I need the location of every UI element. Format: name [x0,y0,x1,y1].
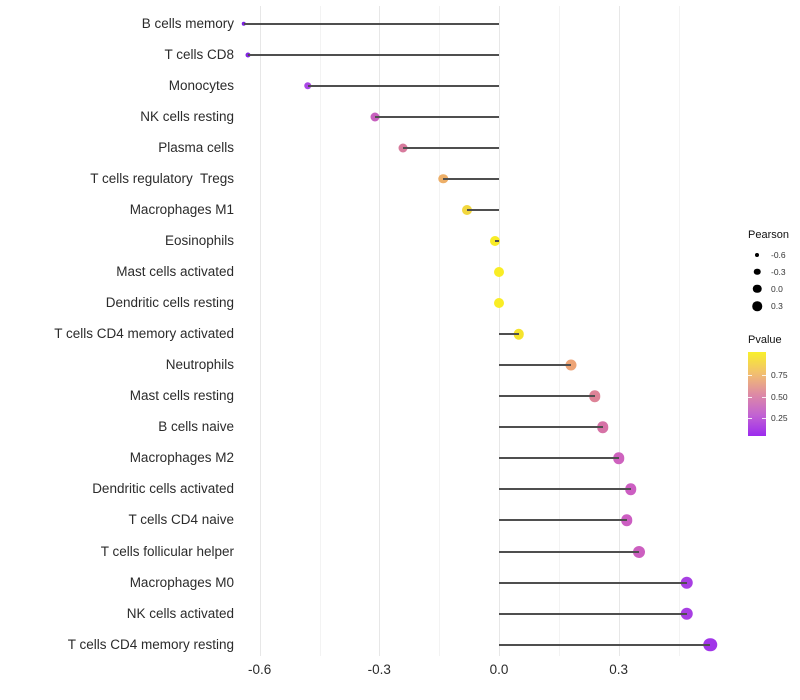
lollipop-stem [499,364,571,367]
gridline-major [379,6,381,656]
size-legend-label: -0.6 [771,249,786,260]
lollipop-stem [499,519,627,522]
colorbar-tick [762,375,766,376]
lollipop-dot [494,267,504,277]
lollipop-stem [243,22,499,25]
lollipop-stem [495,239,499,242]
category-label: NK cells activated [126,605,234,621]
category-label: T cells CD8 [164,46,234,62]
pvalue-tick-label: 0.50 [771,391,788,402]
colorbar-tick [748,418,752,419]
x-tick-label: -0.6 [248,662,272,677]
colorbar-tick [762,396,766,398]
lollipop-dot [624,483,637,496]
colorbar-tick [748,375,752,376]
category-label: Dendritic cells resting [105,295,234,311]
lollipop-stem [499,488,631,491]
category-label: Plasma cells [158,139,234,155]
category-label: Neutrophils [165,357,234,373]
colorbar-tick [748,396,752,398]
gridline-minor [678,6,680,656]
gridline-minor [558,6,560,656]
pvalue-colorbar [748,352,766,436]
lollipop-stem [499,333,519,336]
size-legend-dot [752,301,762,311]
category-label: T cells CD4 memory activated [54,326,234,342]
lollipop-dot [632,545,645,558]
lollipop-dot [703,637,718,652]
lollipop-dot [680,607,693,620]
lollipop-stem [499,550,639,553]
lollipop-stem [443,177,499,180]
lollipop-stem [499,395,595,398]
category-label: B cells memory [141,15,234,31]
gridline-major [499,6,500,656]
x-tick-label: 0.3 [609,662,629,677]
category-label: Mast cells resting [129,388,234,404]
lollipop-stem [247,53,499,56]
category-label: Eosinophils [164,232,234,248]
category-label: T cells CD4 naive [128,512,234,528]
category-label: Monocytes [168,77,234,93]
size-legend-label: 0.0 [771,283,783,294]
lollipop-stem [499,612,687,615]
size-legend-label: -0.3 [771,266,786,277]
lollipop-stem [403,146,499,149]
lollipop-stem [499,581,687,584]
lollipop-stem [499,643,711,646]
category-label: B cells naive [158,419,234,435]
lollipop-dot [612,452,625,465]
category-label: Macrophages M1 [129,201,234,217]
size-legend-label: 0.3 [771,301,783,312]
category-label: Macrophages M0 [129,574,234,590]
lollipop-stem [307,84,499,87]
gridline-minor [439,6,441,656]
size-legend-title: Pearson [748,229,789,241]
lollipop-stem [499,457,619,460]
gridline-minor [319,6,321,656]
category-label: T cells follicular helper [100,543,234,559]
color-legend-title: Pvalue [748,334,782,346]
gridline-major [618,6,620,656]
lollipop-dot [513,328,525,340]
lollipop-dot [596,421,609,434]
colorbar-tick [762,418,766,419]
category-label: T cells CD4 memory resting [67,636,234,652]
category-label: T cells regulatory Tregs [90,170,234,186]
gridline-major [259,6,261,656]
size-legend-dot [755,252,759,257]
size-legend-dot [752,284,762,294]
x-tick-label: 0.0 [489,662,509,677]
lollipop-dot [494,298,504,309]
lollipop-stem [467,208,499,211]
pvalue-tick-label: 0.75 [771,370,788,380]
category-label: Macrophages M2 [129,450,234,466]
size-legend-dot [753,268,761,275]
lollipop-stem [499,426,603,429]
lollipop-dot [565,359,577,371]
category-label: Mast cells activated [116,264,234,279]
lollipop-stem [375,115,499,118]
lollipop-dot [620,514,633,527]
lollipop-dot [588,390,601,402]
x-tick-label: -0.3 [367,662,391,677]
lollipop-dot [680,576,693,589]
pvalue-tick-label: 0.25 [771,413,788,423]
category-label: Dendritic cells activated [92,481,234,497]
category-label: NK cells resting [140,108,234,124]
